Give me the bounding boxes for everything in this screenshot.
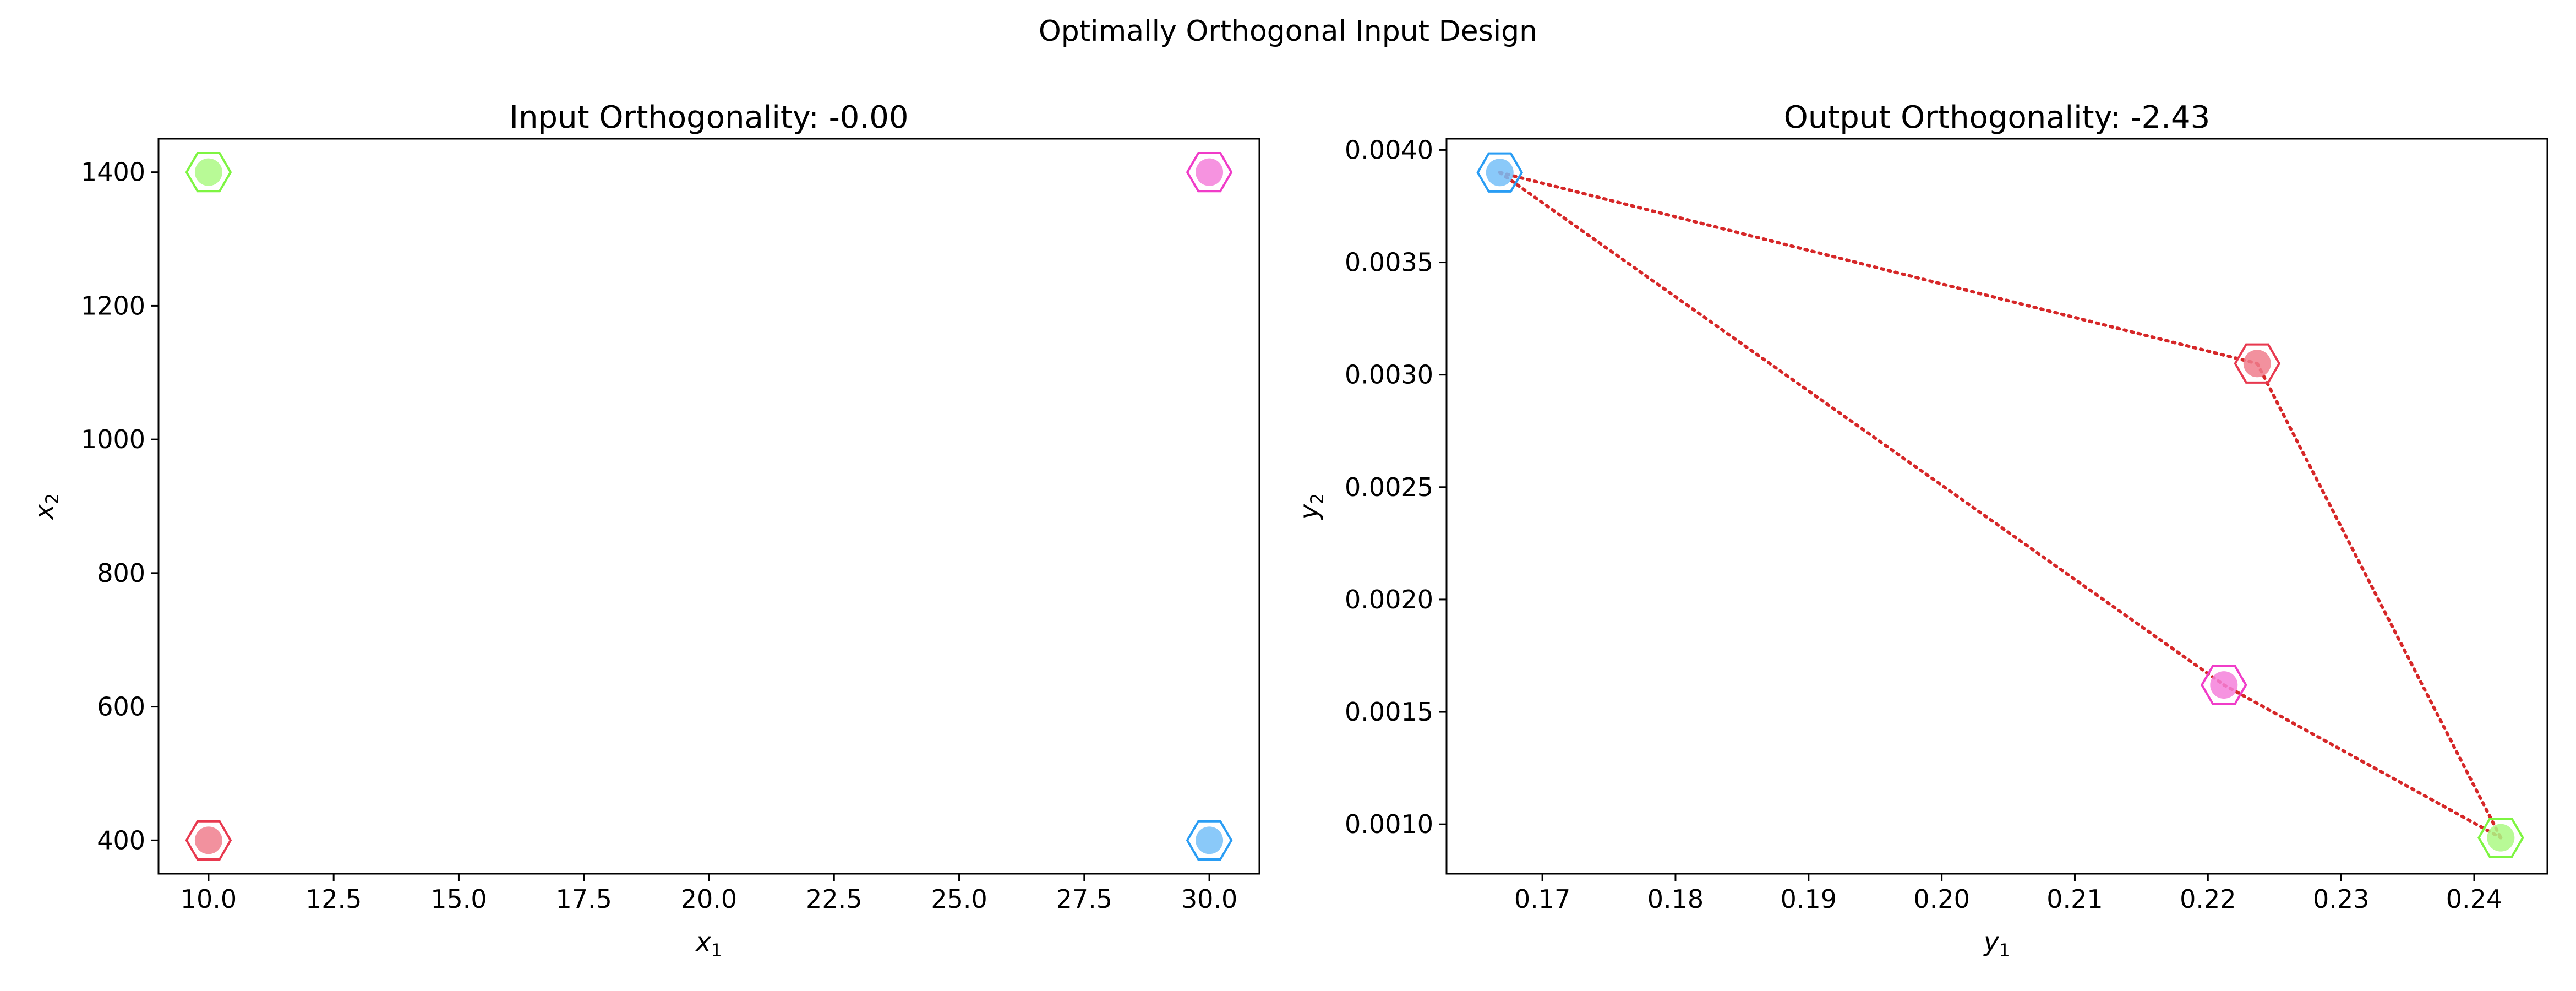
chart0-xtick-label: 27.5 <box>1056 884 1112 914</box>
chart1-xlabel: y1 <box>1983 927 2010 961</box>
chart0-xtick-label: 22.5 <box>806 884 862 914</box>
chart0-ytick-label: 600 <box>97 692 145 722</box>
chart0-xtick-label: 20.0 <box>681 884 737 914</box>
chart0-data-point <box>1186 820 1233 861</box>
chart0-xtick-label: 15.0 <box>430 884 487 914</box>
chart0-ytick-label: 1200 <box>81 291 145 320</box>
chart0-xlabel: x1 <box>695 927 722 961</box>
chart1-xtick-label: 0.20 <box>1913 884 1969 914</box>
chart1-ytick-label: 0.0025 <box>1345 472 1433 502</box>
chart0-xtick-label: 10.0 <box>181 884 237 914</box>
chart1-data-point <box>2234 343 2281 384</box>
chart1-xtick-label: 0.24 <box>2446 884 2502 914</box>
chart0-ylabel: x2 <box>29 493 63 521</box>
chart0-data-point <box>185 152 232 193</box>
chart1-connector-line <box>2255 362 2503 840</box>
chart0-xtick-label: 12.5 <box>305 884 362 914</box>
chart1-connector-line <box>1498 171 2226 687</box>
figure-suptitle: Optimally Orthogonal Input Design <box>1039 15 1537 48</box>
chart1-connector-line <box>2222 683 2503 840</box>
chart0-ytick-label: 400 <box>97 825 145 855</box>
chart0-ytick-label: 1400 <box>81 157 145 187</box>
chart1-title: Output Orthogonality: -2.43 <box>1784 100 2210 135</box>
chart1-xtick-label: 0.23 <box>2313 884 2369 914</box>
chart0-data-point <box>185 820 232 861</box>
chart1-data-point <box>2477 818 2524 858</box>
chart0-ytick-label: 1000 <box>81 424 145 454</box>
chart1-data-point <box>1476 152 1524 193</box>
chart1-xtick-label: 0.21 <box>2046 884 2103 914</box>
chart1-ylabel: y2 <box>1294 493 1328 521</box>
chart1-frame <box>1445 138 2548 875</box>
chart1-xtick-label: 0.19 <box>1781 884 1837 914</box>
chart1-xtick-label: 0.22 <box>2180 884 2236 914</box>
left-axes: Input Orthogonality: -0.00 10.0 12.5 15.0 17… <box>29 100 1260 961</box>
chart1-data-point <box>2200 665 2247 705</box>
chart1-ytick-label: 0.0030 <box>1345 360 1433 390</box>
right-axes: Output Orthogonality: -2.43 0.17 0.18 0.19 0… <box>1294 100 2548 961</box>
chart0-ytick-label: 800 <box>97 558 145 588</box>
chart1-ytick-label: 0.0020 <box>1345 585 1433 614</box>
chart0-xtick-label: 17.5 <box>556 884 612 914</box>
chart0-title: Input Orthogonality: -0.00 <box>510 100 909 135</box>
chart0-xtick-label: 25.0 <box>931 884 987 914</box>
chart0-data-point <box>1186 152 1233 193</box>
chart1-ytick-label: 0.0015 <box>1345 697 1433 727</box>
chart1-xtick-label: 0.17 <box>1514 884 1570 914</box>
chart1-ytick-label: 0.0035 <box>1345 248 1433 277</box>
chart1-ytick-label: 0.0010 <box>1345 809 1433 839</box>
chart1-connector-line <box>1498 171 2259 366</box>
chart1-xtick-label: 0.18 <box>1647 884 1704 914</box>
chart0-xtick-label: 30.0 <box>1181 884 1237 914</box>
chart1-ytick-label: 0.0040 <box>1345 135 1433 165</box>
